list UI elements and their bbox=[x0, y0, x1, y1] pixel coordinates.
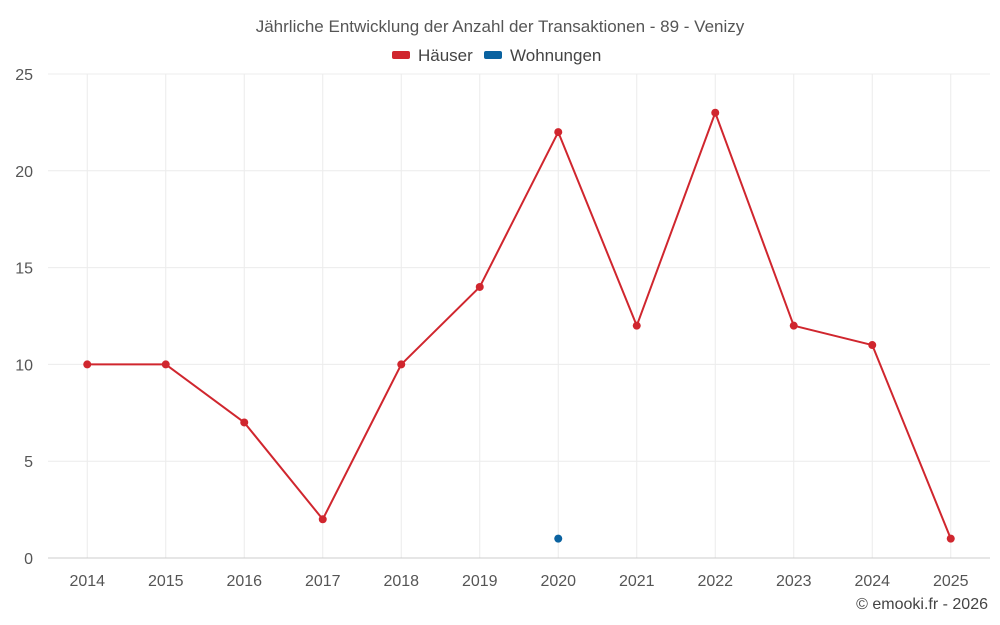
grid bbox=[48, 73, 990, 559]
data-point-haeuser[interactable] bbox=[632, 321, 641, 330]
credit-text: © emooki.fr - 2026 bbox=[856, 596, 988, 613]
x-tick-label: 2017 bbox=[305, 573, 341, 590]
x-tick-label: 2023 bbox=[776, 573, 812, 590]
x-tick-label: 2016 bbox=[226, 573, 262, 590]
data-point-haeuser[interactable] bbox=[318, 515, 327, 524]
y-tick-label: 20 bbox=[15, 164, 33, 181]
data-point-haeuser[interactable] bbox=[554, 128, 563, 137]
series-wohnungen bbox=[554, 534, 563, 543]
x-tick-label: 2018 bbox=[383, 573, 419, 590]
data-point-haeuser[interactable] bbox=[397, 360, 406, 369]
legend-swatch-haeuser bbox=[392, 51, 410, 59]
data-point-haeuser[interactable] bbox=[711, 108, 720, 117]
chart-title: Jährliche Entwicklung der Anzahl der Tra… bbox=[256, 17, 745, 36]
x-tick-label: 2022 bbox=[697, 573, 733, 590]
x-tick-label: 2025 bbox=[933, 573, 969, 590]
x-tick-label: 2021 bbox=[619, 573, 655, 590]
legend-item-haeuser[interactable]: Häuser bbox=[392, 46, 473, 65]
legend-label-wohnungen: Wohnungen bbox=[510, 46, 601, 65]
data-point-haeuser[interactable] bbox=[789, 321, 798, 330]
legend: Häuser Wohnungen bbox=[392, 46, 601, 65]
series-haeuser bbox=[83, 108, 955, 543]
y-tick-label: 15 bbox=[15, 261, 33, 278]
y-tick-label: 0 bbox=[24, 551, 33, 568]
series-line-haeuser bbox=[87, 111, 952, 540]
data-point-haeuser[interactable] bbox=[83, 360, 92, 369]
x-tick-label: 2024 bbox=[854, 573, 890, 590]
data-point-haeuser[interactable] bbox=[868, 341, 877, 350]
series bbox=[83, 108, 955, 543]
legend-swatch-wohnungen bbox=[484, 51, 502, 59]
data-point-haeuser[interactable] bbox=[240, 418, 249, 427]
y-tick-label: 10 bbox=[15, 357, 33, 374]
data-point-haeuser[interactable] bbox=[946, 534, 955, 543]
x-tick-label: 2014 bbox=[69, 573, 105, 590]
y-tick-label: 5 bbox=[24, 454, 33, 471]
data-point-haeuser[interactable] bbox=[475, 282, 484, 291]
legend-item-wohnungen[interactable]: Wohnungen bbox=[484, 46, 601, 65]
y-tick-label: 25 bbox=[15, 67, 33, 84]
x-tick-label: 2015 bbox=[148, 573, 184, 590]
x-tick-label: 2020 bbox=[540, 573, 576, 590]
data-point-wohnungen[interactable] bbox=[554, 534, 563, 543]
x-tick-label: 2019 bbox=[462, 573, 498, 590]
legend-label-haeuser: Häuser bbox=[418, 46, 473, 65]
data-point-haeuser[interactable] bbox=[161, 360, 170, 369]
